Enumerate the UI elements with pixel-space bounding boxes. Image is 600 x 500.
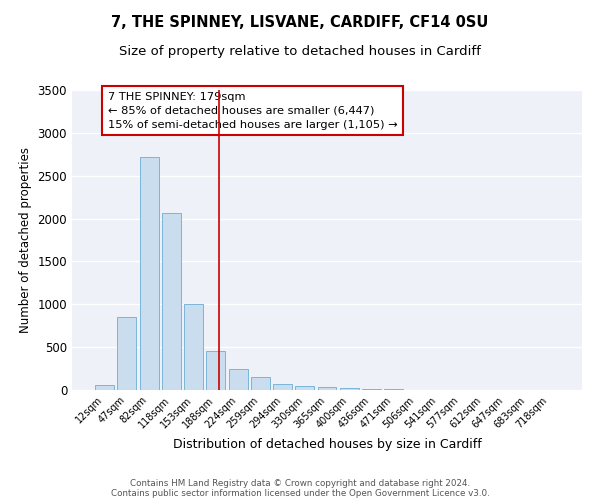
Text: 7 THE SPINNEY: 179sqm
← 85% of detached houses are smaller (6,447)
15% of semi-d: 7 THE SPINNEY: 179sqm ← 85% of detached … (108, 92, 397, 130)
Bar (95, 386, 114, 390)
Text: 7, THE SPINNEY, LISVANE, CARDIFF, CF14 0SU: 7, THE SPINNEY, LISVANE, CARDIFF, CF14 0… (112, 15, 488, 30)
Y-axis label: Number of detached properties: Number of detached properties (19, 147, 32, 333)
Bar (162, 212, 181, 390)
Bar (295, 386, 314, 390)
Bar (340, 388, 359, 390)
Text: Contains HM Land Registry data © Crown copyright and database right 2024.: Contains HM Land Registry data © Crown c… (130, 478, 470, 488)
Text: Contains public sector information licensed under the Open Government Licence v3: Contains public sector information licen… (110, 488, 490, 498)
Bar (251, 377, 270, 390)
Bar (273, 384, 292, 390)
Bar (362, 388, 381, 390)
Text: Size of property relative to detached houses in Cardiff: Size of property relative to detached ho… (119, 45, 481, 58)
Bar (118, 317, 136, 390)
Bar (317, 387, 337, 390)
Bar (140, 157, 158, 390)
Bar (184, 304, 203, 390)
X-axis label: Distribution of detached houses by size in Cardiff: Distribution of detached houses by size … (173, 438, 481, 451)
Bar (206, 351, 225, 390)
Bar (229, 369, 248, 390)
